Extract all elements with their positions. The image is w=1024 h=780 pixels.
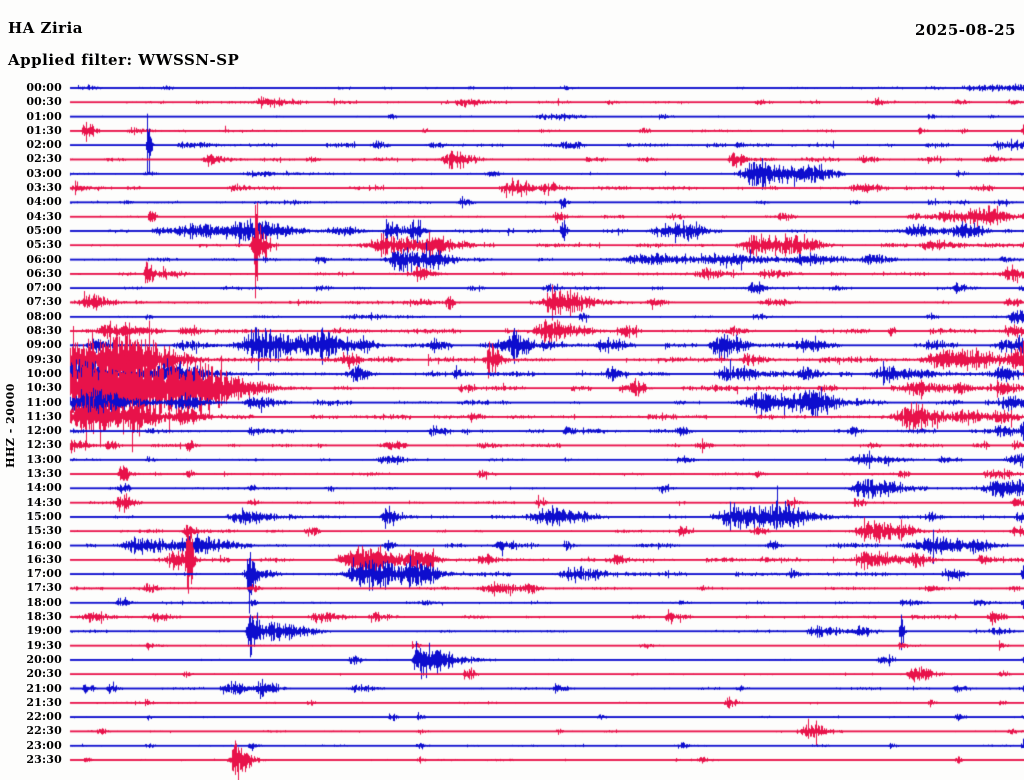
helicorder-screen: HA Ziria 2025-08-25 Applied filter: WWSS… <box>0 0 1024 780</box>
helicorder-plot <box>0 0 1024 780</box>
